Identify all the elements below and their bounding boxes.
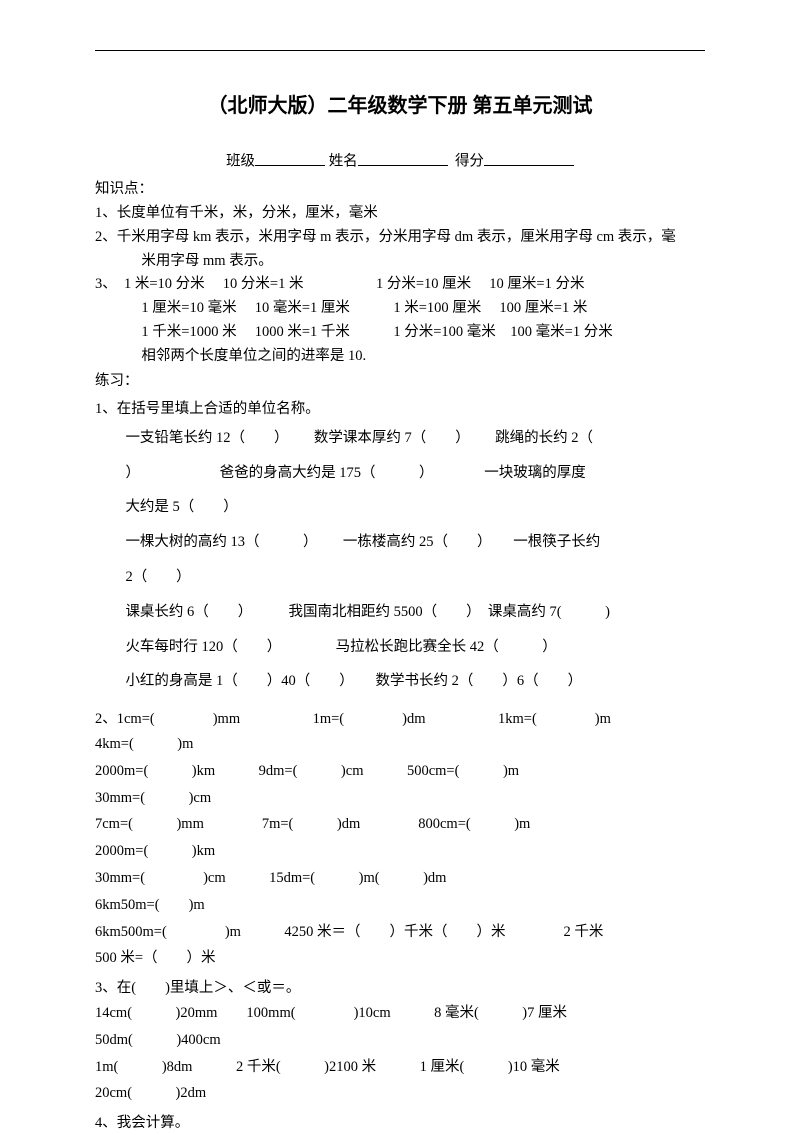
q3-row: 50dm( )400cm: [95, 1027, 705, 1054]
page-title: （北师大版）二年级数学下册 第五单元测试: [95, 91, 705, 121]
q2-row: 500 米=（ ）米: [95, 945, 705, 972]
q2-row: 2000m=( )km: [95, 838, 705, 865]
q1-row: 大约是 5（ ）: [125, 490, 705, 525]
q2-row: 7cm=( )mm 7m=( )dm 800cm=( )m: [95, 811, 705, 838]
q1-row: 课桌长约 6（ ） 我国南北相距约 5500（ ） 课桌高约 7( ): [125, 595, 705, 630]
q2-row: 6km50m=( )m: [95, 892, 705, 919]
class-label: 班级: [226, 154, 255, 170]
score-blank[interactable]: [484, 151, 574, 166]
worksheet-page: （北师大版）二年级数学下册 第五单元测试 班级 姓名 得分 知识点： 1、长度单…: [0, 0, 800, 1132]
q3-row: 14cm( )20mm 100mm( )10cm 8 毫米( )7 厘米: [95, 1000, 705, 1027]
q3-row: 20cm( )2dm: [95, 1080, 705, 1107]
knowledge-point-1: 1、长度单位有千米，米，分米，厘米，毫米: [95, 203, 705, 225]
question-3-body: 14cm( )20mm 100mm( )10cm 8 毫米( )7 厘米 50d…: [95, 1000, 705, 1107]
q3-row: 1m( )8dm 2 千米( )2100 米 1 厘米( )10 毫米: [95, 1054, 705, 1081]
q2-row: 30mm=( )cm 15dm=( )m( )dm: [95, 865, 705, 892]
top-rule: [95, 50, 705, 51]
q1-row: 一棵大树的高约 13（ ） 一栋楼高约 25（ ） 一根筷子长约: [125, 525, 705, 560]
knowledge-point-3c: 1 千米=1000 米 1000 米=1 千米 1 分米=100 毫米 100 …: [95, 322, 705, 344]
question-3-title: 3、在( )里填上＞、＜或＝。: [95, 978, 705, 1000]
q2-row: 2000m=( )km 9dm=( )cm 500cm=( )m: [95, 758, 705, 785]
q1-row: 2（ ）: [125, 560, 705, 595]
knowledge-point-3b: 1 厘米=10 毫米 10 毫米=1 厘米 1 米=100 厘米 100 厘米=…: [95, 298, 705, 320]
name-label: 姓名: [329, 154, 358, 170]
q1-row: ） 爸爸的身高大约是 175（ ） 一块玻璃的厚度: [125, 456, 705, 491]
q2-row: 6km500m=( )m 4250 米＝（ ）千米（ ）米 2 千米: [95, 919, 705, 946]
question-2-title: 2、1cm=( )mm 1m=( )dm 1km=( )m: [95, 709, 705, 731]
q1-row: 一支铅笔长约 12（ ） 数学课本厚约 7（ ） 跳绳的长约 2（: [125, 421, 705, 456]
knowledge-point-2a: 2、千米用字母 km 表示，米用字母 m 表示，分米用字母 dm 表示，厘米用字…: [95, 227, 705, 249]
question-1-title: 1、在括号里填上合适的单位名称。: [95, 399, 705, 421]
practice-heading: 练习：: [95, 371, 705, 393]
q2-row: 4km=( )m: [95, 731, 705, 758]
knowledge-point-2b: 米用字母 mm 表示。: [95, 251, 705, 273]
knowledge-point-3d: 相邻两个长度单位之间的进率是 10.: [95, 346, 705, 368]
knowledge-point-3a: 3、 1 米=10 分米 10 分米=1 米 1 分米=10 厘米 10 厘米=…: [95, 274, 705, 296]
class-blank[interactable]: [255, 151, 325, 166]
name-blank[interactable]: [358, 151, 448, 166]
knowledge-heading: 知识点：: [95, 179, 705, 201]
student-info-line: 班级 姓名 得分: [95, 151, 705, 173]
question-1-body: 一支铅笔长约 12（ ） 数学课本厚约 7（ ） 跳绳的长约 2（ ） 爸爸的身…: [95, 421, 705, 699]
q1-row: 火车每时行 120（ ） 马拉松长跑比赛全长 42（ ）: [125, 630, 705, 665]
score-label: 得分: [455, 154, 484, 170]
q2-row: 30mm=( )cm: [95, 785, 705, 812]
q1-row: 小红的身高是 1（ ）40（ ） 数学书长约 2（ ）6（ ）: [125, 664, 705, 699]
question-2-body: 4km=( )m 2000m=( )km 9dm=( )cm 500cm=( )…: [95, 731, 705, 972]
